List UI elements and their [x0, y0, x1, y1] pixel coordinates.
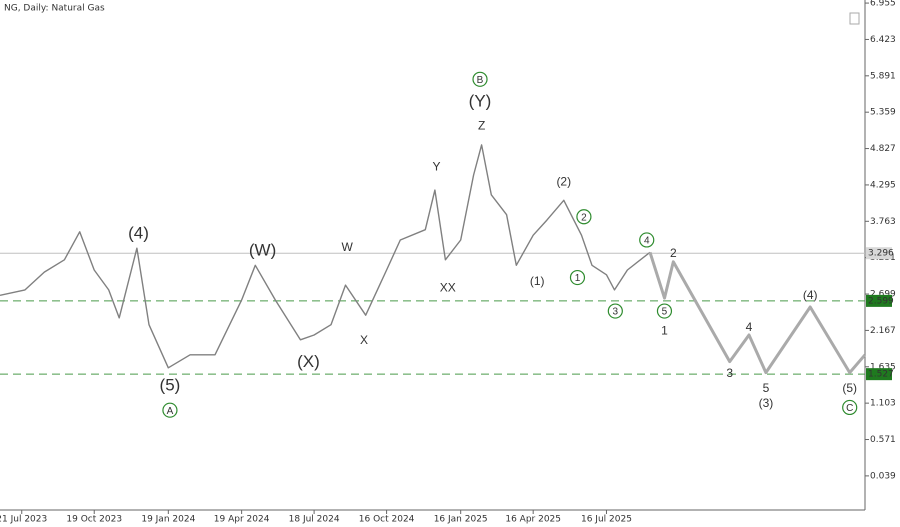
- wave-label: (1): [530, 274, 545, 288]
- price-line: [0, 144, 651, 369]
- wave-label: Z: [478, 118, 485, 132]
- x-tick-label: 18 Jul 2024: [289, 515, 340, 525]
- wave-label: (2): [556, 174, 571, 188]
- wave-label: 3: [613, 307, 619, 318]
- y-tick-label: 2.167: [870, 326, 896, 336]
- wave-label: 2: [670, 246, 677, 260]
- wave-label: (5): [160, 375, 181, 394]
- wave-circle: [162, 402, 178, 418]
- wave-label: 1: [661, 323, 668, 337]
- y-tick-label: 5.359: [870, 108, 896, 118]
- wave-label: (X): [297, 352, 320, 371]
- wave-label: 4: [746, 320, 753, 334]
- current-price-label: 3.296: [868, 249, 894, 259]
- wave-label: (4): [128, 224, 149, 243]
- wave-label: (5): [842, 381, 857, 395]
- wave-circle: [576, 209, 592, 225]
- level-box: [866, 294, 892, 307]
- x-tick-label: 16 Jul 2025: [581, 515, 632, 525]
- wave-label: (4): [803, 288, 818, 302]
- wave-circle: [842, 399, 858, 416]
- x-tick-label: 21 Jul 2023: [0, 515, 47, 525]
- wave-label: X: [360, 333, 368, 347]
- y-tick-label: 3.763: [870, 217, 896, 227]
- y-tick-label: 5.891: [870, 71, 896, 81]
- wave-label: (Y): [469, 92, 492, 111]
- y-tick-label: 2.699: [870, 290, 896, 300]
- y-tick-label: 6.955: [870, 0, 896, 9]
- level-label: 2.599: [868, 296, 894, 306]
- y-tick-label: 1.103: [870, 399, 896, 409]
- wave-label: 1: [575, 273, 581, 284]
- x-tick-label: 16 Jan 2025: [434, 515, 488, 525]
- wave-label: 5: [763, 381, 770, 395]
- wave-circle: [639, 232, 655, 248]
- wave-label: A: [167, 406, 174, 417]
- wave-circle: [607, 303, 623, 319]
- wave-label: (3): [759, 396, 774, 410]
- x-tick-label: 19 Apr 2024: [214, 515, 270, 525]
- chart-title: NG, Daily: Natural Gas: [4, 4, 105, 14]
- wave-label: 3: [726, 366, 733, 380]
- y-tick-label: 4.827: [870, 144, 896, 154]
- wave-label: B: [477, 75, 484, 86]
- x-tick-label: 19 Oct 2023: [66, 515, 122, 525]
- x-tick-label: 16 Oct 2024: [359, 515, 415, 525]
- wave-circle: [569, 269, 586, 286]
- y-tick-label: 1.635: [870, 362, 896, 372]
- forecast-line: [648, 251, 867, 375]
- wave-label: XX: [440, 280, 456, 294]
- info-icon[interactable]: [849, 12, 860, 25]
- x-tick-label: 19 Jan 2024: [141, 515, 195, 525]
- wave-label: 4: [644, 236, 650, 247]
- wave-label: C: [846, 403, 853, 414]
- level-box: [866, 368, 892, 381]
- wave-label: (W): [249, 241, 276, 260]
- wave-circle: [472, 71, 488, 87]
- y-tick-label: 0.039: [870, 471, 896, 481]
- y-tick-label: 6.423: [870, 35, 896, 45]
- wave-label: 2: [581, 212, 587, 223]
- wave-circle: [656, 303, 673, 319]
- wave-label: Y: [433, 159, 441, 173]
- level-label: 1.527: [868, 370, 894, 380]
- x-tick-label: 16 Apr 2025: [505, 515, 561, 525]
- current-price-box: [866, 247, 892, 260]
- y-tick-label: 4.295: [870, 180, 896, 190]
- wave-label: W: [341, 240, 353, 254]
- y-tick-label: 0.571: [870, 435, 896, 445]
- wave-label: 5: [662, 307, 668, 318]
